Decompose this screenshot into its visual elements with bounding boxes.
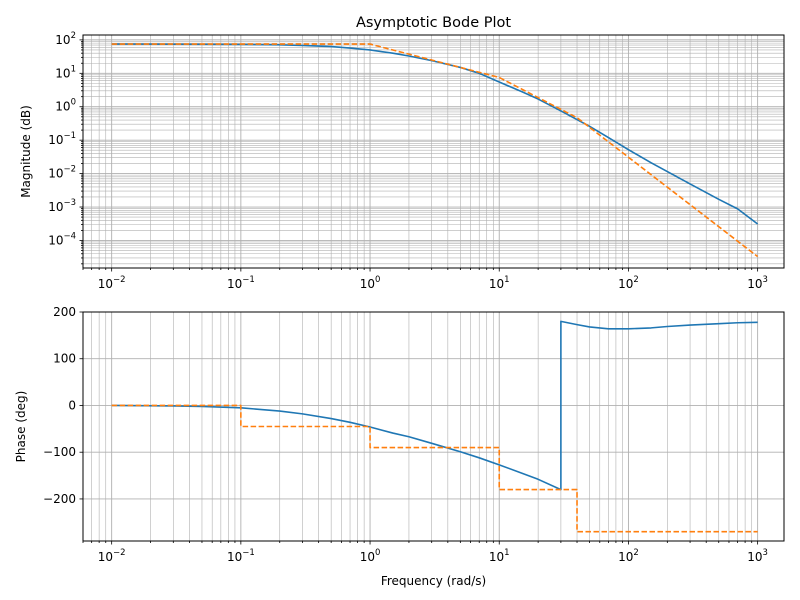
magnitude-x-tick-label: 10−2 — [98, 275, 126, 291]
phase-ticks: 10−2 10−1 100 101 102 103 −200 −100 0 100 200 — [43, 305, 768, 564]
magnitude-series — [111, 43, 759, 258]
phase-grid — [82, 311, 784, 541]
phase-y-tick-label: 0 — [68, 398, 76, 412]
phase-y-tick-label: 200 — [53, 305, 76, 319]
magnitude-x-tick-label: 100 — [360, 275, 381, 291]
phase-series — [111, 320, 758, 533]
magnitude-x-tick-label: 102 — [618, 275, 639, 291]
phase-x-tick-label: 101 — [489, 548, 510, 564]
phase-x-tick-label: 103 — [747, 548, 768, 564]
phase-asymptotic-line — [111, 404, 758, 533]
phase-y-tick-label: 100 — [53, 352, 76, 366]
chart-title: Asymptotic Bode Plot — [356, 15, 511, 31]
magnitude-x-tick-label: 103 — [747, 275, 768, 291]
magnitude-y-tick-label: 100 — [55, 98, 76, 114]
magnitude-ticks: 10−2 10−1 100 101 102 103 10−4 10−3 10−2 10−1 100 1… — [48, 31, 768, 291]
magnitude-x-tick-label: 101 — [489, 275, 510, 291]
phase-x-axis-label: Frequency (rad/s) — [381, 574, 486, 588]
phase-x-tick-label: 10−2 — [98, 548, 126, 564]
phase-y-tick-label: −200 — [43, 492, 76, 506]
phase-plot-area — [83, 312, 784, 541]
phase-panel: 10−2 10−1 100 101 102 103 −200 −100 0 100 200 Freq… — [14, 305, 785, 588]
phase-x-tick-label: 10−1 — [227, 548, 255, 564]
magnitude-y-tick-label: 10−4 — [48, 231, 76, 247]
phase-y-tick-label: −100 — [43, 445, 76, 459]
phase-x-tick-label: 102 — [618, 548, 639, 564]
phase-actual-line — [111, 320, 758, 491]
magnitude-y-tick-label: 102 — [55, 31, 76, 47]
magnitude-asymptotic-line — [111, 43, 759, 258]
magnitude-grid — [82, 35, 784, 268]
magnitude-y-tick-label: 10−1 — [48, 131, 76, 147]
magnitude-y-tick-label: 10−3 — [48, 198, 76, 214]
phase-y-axis-label: Phase (deg) — [14, 391, 28, 463]
phase-x-tick-label: 100 — [360, 548, 381, 564]
phase-axes-frame — [82, 311, 785, 542]
magnitude-x-tick-label: 10−1 — [227, 275, 255, 291]
magnitude-panel: 10−2 10−1 100 101 102 103 10−4 10−3 10−2 10−1 100 1… — [19, 15, 785, 291]
magnitude-y-tick-label: 10−2 — [48, 165, 76, 181]
magnitude-y-tick-label: 101 — [55, 64, 76, 80]
magnitude-axes-frame — [82, 34, 785, 269]
magnitude-y-axis-label: Magnitude (dB) — [19, 105, 33, 198]
magnitude-actual-line — [111, 43, 759, 225]
magnitude-plot-area — [83, 35, 784, 268]
